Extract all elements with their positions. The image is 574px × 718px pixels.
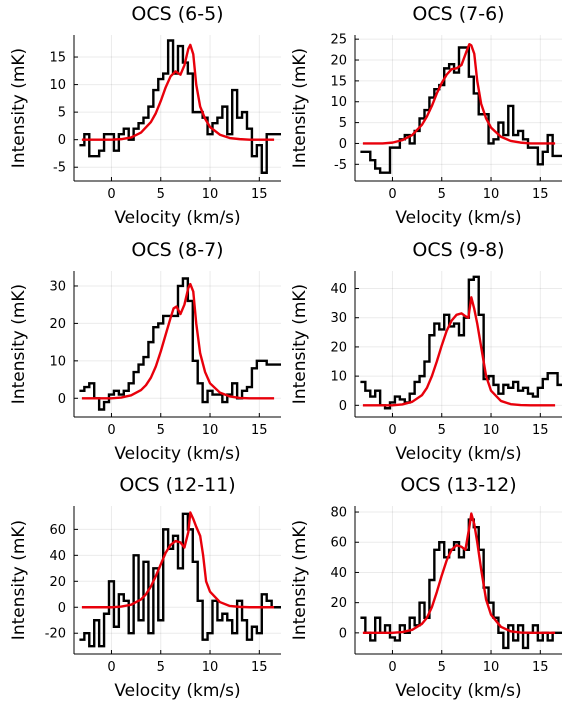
x-tick-label: 5 bbox=[438, 423, 446, 438]
x-tick-label: 0 bbox=[107, 187, 115, 202]
x-tick-label: 5 bbox=[438, 187, 446, 202]
x-tick-label: 15 bbox=[251, 423, 268, 438]
observed-spectrum-line bbox=[360, 46, 562, 174]
x-tick-label: 0 bbox=[107, 660, 115, 675]
x-tick-label: 5 bbox=[157, 423, 165, 438]
y-tick-label: 0 bbox=[58, 601, 66, 616]
model-fit-line bbox=[362, 512, 556, 635]
x-tick-label: 10 bbox=[202, 423, 219, 438]
model-fit-line bbox=[81, 511, 275, 609]
x-tick-label: 10 bbox=[483, 423, 500, 438]
y-tick-label: 10 bbox=[330, 370, 347, 385]
y-tick-label: 20 bbox=[49, 317, 66, 332]
y-tick-label: 0 bbox=[58, 133, 66, 148]
observed-spectrum-line bbox=[79, 512, 281, 648]
model-fit-line bbox=[81, 282, 275, 400]
x-tick-label: 10 bbox=[483, 660, 500, 675]
y-tick-label: -5 bbox=[334, 158, 347, 173]
x-tick-label: 5 bbox=[157, 660, 165, 675]
y-tick-label: 80 bbox=[330, 506, 347, 521]
y-tick-label: -5 bbox=[53, 161, 66, 176]
y-tick-label: 20 bbox=[330, 340, 347, 355]
panel-title: OCS (12-11) bbox=[119, 474, 235, 496]
chart-panel-5: 0 5 10 15 -20 0 20 40 60 OCS (12-11) Velocity (km/… bbox=[9, 474, 281, 701]
y-axis-label: Intensity (mK) bbox=[290, 48, 310, 168]
y-tick-label: 10 bbox=[49, 354, 66, 369]
x-tick-label: 15 bbox=[532, 187, 549, 202]
y-tick-label: 30 bbox=[330, 311, 347, 326]
y-tick-label: 15 bbox=[330, 74, 347, 89]
chart-panel-4: 0 5 10 15 0 10 20 30 40 OCS (9-8) Velocity (km/s) I… bbox=[290, 239, 562, 464]
x-tick-label: 0 bbox=[388, 187, 396, 202]
y-tick-label: 40 bbox=[330, 566, 347, 581]
x-tick-label: 15 bbox=[532, 423, 549, 438]
y-tick-label: 60 bbox=[330, 536, 347, 551]
x-tick-label: 15 bbox=[251, 187, 268, 202]
panel-title: OCS (6-5) bbox=[131, 3, 223, 25]
model-fit-line bbox=[362, 296, 556, 407]
y-tick-label: 5 bbox=[339, 116, 347, 131]
x-tick-label: 15 bbox=[532, 660, 549, 675]
x-axis-label: Velocity (km/s) bbox=[114, 444, 240, 464]
y-tick-label: 15 bbox=[49, 51, 66, 66]
y-tick-label: 10 bbox=[49, 78, 66, 93]
y-tick-label: 25 bbox=[330, 33, 347, 48]
y-axis-label: Intensity (mK) bbox=[290, 520, 310, 640]
x-tick-label: 10 bbox=[202, 660, 219, 675]
x-tick-label: 10 bbox=[483, 187, 500, 202]
panel-title: OCS (13-12) bbox=[400, 474, 516, 496]
y-tick-label: 20 bbox=[49, 575, 66, 590]
x-tick-label: 0 bbox=[388, 660, 396, 675]
y-tick-label: 20 bbox=[330, 54, 347, 69]
y-axis-label: Intensity (mK) bbox=[9, 284, 29, 404]
y-axis-label: Intensity (mK) bbox=[290, 284, 310, 404]
y-axis-label: Intensity (mK) bbox=[9, 520, 29, 640]
observed-spectrum-line bbox=[79, 39, 281, 174]
chart-panel-2: 0 5 10 15 -5 0 5 10 15 20 25 OCS (7-6) Velocity (km/… bbox=[290, 3, 562, 228]
x-tick-label: 15 bbox=[251, 660, 268, 675]
y-tick-label: 40 bbox=[330, 282, 347, 297]
y-tick-label: -20 bbox=[45, 627, 66, 642]
x-tick-label: 0 bbox=[388, 423, 396, 438]
x-axis-label: Velocity (km/s) bbox=[395, 208, 521, 228]
panel-title: OCS (9-8) bbox=[412, 239, 504, 261]
y-tick-label: 20 bbox=[330, 596, 347, 611]
observed-spectrum-line bbox=[79, 277, 281, 411]
x-axis-label: Velocity (km/s) bbox=[395, 681, 521, 701]
x-axis-label: Velocity (km/s) bbox=[114, 681, 240, 701]
x-tick-label: 0 bbox=[107, 423, 115, 438]
y-tick-label: 0 bbox=[339, 137, 347, 152]
y-tick-label: 10 bbox=[330, 95, 347, 110]
y-axis-label: Intensity (mK) bbox=[9, 48, 29, 168]
model-fit-line bbox=[362, 42, 556, 145]
chart-panel-6: 0 5 10 15 0 20 40 60 80 OCS (13-12) Velocity (km/s… bbox=[290, 474, 562, 701]
x-axis-label: Velocity (km/s) bbox=[114, 208, 240, 228]
x-tick-label: 5 bbox=[438, 660, 446, 675]
x-tick-label: 10 bbox=[202, 187, 219, 202]
y-tick-label: 40 bbox=[49, 549, 66, 564]
chart-panel-1: 0 5 10 15 -5 0 5 10 15 OCS (6-5) Velocity (km/s) In… bbox=[9, 3, 281, 228]
observed-spectrum-line bbox=[360, 518, 562, 650]
observed-spectrum-line bbox=[360, 275, 562, 410]
x-tick-label: 5 bbox=[157, 187, 165, 202]
chart-panel-3: 0 5 10 15 0 10 20 30 OCS (8-7) Velocity (km/s) Int… bbox=[9, 239, 281, 464]
y-tick-label: 0 bbox=[339, 399, 347, 414]
y-tick-label: 5 bbox=[58, 106, 66, 121]
y-tick-label: 60 bbox=[49, 523, 66, 538]
panel-title: OCS (8-7) bbox=[131, 239, 223, 261]
model-fit-line bbox=[81, 43, 275, 141]
x-axis-label: Velocity (km/s) bbox=[395, 444, 521, 464]
y-tick-label: 0 bbox=[58, 392, 66, 407]
panel-title: OCS (7-6) bbox=[412, 3, 504, 25]
y-tick-label: 0 bbox=[339, 626, 347, 641]
y-tick-label: 30 bbox=[49, 279, 66, 294]
